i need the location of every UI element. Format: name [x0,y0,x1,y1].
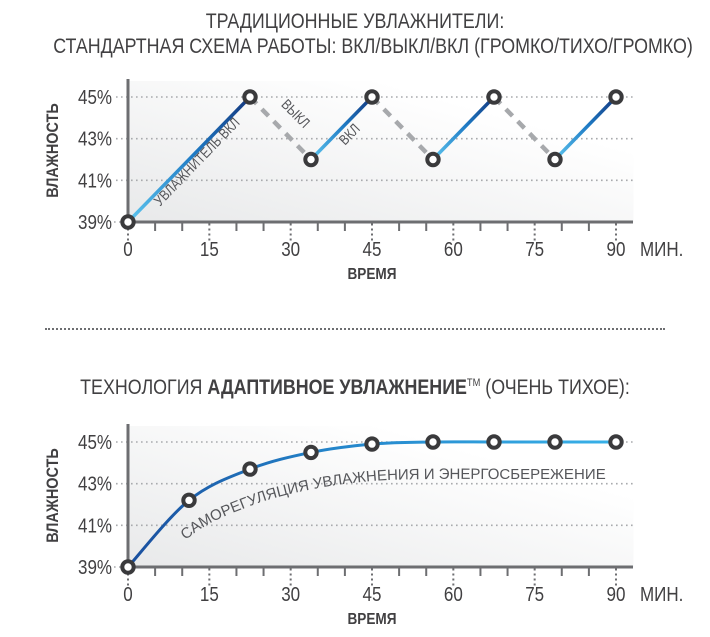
plot-area [129,426,634,567]
adaptive-humidifier-chart: 39% 41% 43% 45% 0 15 30 45 60 75 90 МИН. ВРЕМЯ ВЛАЖНО… [44,424,683,628]
x-tick-label: 75 [525,583,544,606]
humidifier-on-segment [553,95,618,161]
x-tick-label: 30 [281,238,300,261]
x-tick-label: 60 [444,583,463,606]
y-tick-label: 43% [78,127,112,150]
x-tick-label: 15 [200,238,219,261]
y-tick-label: 41% [78,169,112,192]
data-point-marker [364,89,380,105]
x-tick-label: 45 [363,583,382,606]
x-tick-label: 60 [444,238,463,261]
title-line: ТЕХНОЛОГИЯ АДАПТИВНОЕ УВЛАЖНЕНИЕТМ (ОЧЕН… [53,371,657,400]
data-point-marker [364,436,380,452]
dotted-divider [45,328,665,330]
title-line-1: ТРАДИЦИОННЫЕ УВЛАЖНИТЕЛИ: [205,10,505,33]
x-axis-unit: МИН. [640,583,683,606]
title-line-2: СТАНДАРТНАЯ СХЕМА РАБОТЫ: ВКЛ/ВЫКЛ/ВКЛ (… [53,35,693,58]
humidifier-off-segment [492,95,557,162]
humidifier-on-segment [431,95,496,161]
x-axis-title: ВРЕМЯ [347,266,396,283]
title-prefix: ТЕХНОЛОГИЯ [80,376,208,399]
data-point-marker [425,434,441,450]
x-tick-label: 30 [281,583,300,606]
data-point-marker [425,151,441,168]
y-tick-label: 43% [78,472,112,495]
y-tick-label: 45% [78,431,112,454]
data-point-marker [303,151,319,168]
y-axis-title: ВЛАЖНОСТЬ [44,448,62,543]
x-axis-title: ВРЕМЯ [347,611,396,628]
data-point-marker [181,492,197,509]
data-point-marker [486,89,502,105]
x-tick-label: 75 [525,238,544,261]
x-tick-label: 0 [123,583,132,606]
x-tick-label: 90 [607,583,626,606]
humidifier-off-segment [370,95,435,162]
title-brand: АДАПТИВНОЕ УВЛАЖНЕНИЕ [207,376,467,399]
x-tick-label: 90 [607,238,626,261]
data-point-marker [120,559,136,575]
data-point-marker [547,434,563,450]
traditional-chart-title: ТРАДИЦИОННЫЕ УВЛАЖНИТЕЛИ: СТАНДАРТНАЯ СХ… [0,9,710,59]
data-point-marker [242,461,258,477]
traditional-humidifier-chart: 39% 41% 43% 45% 0 15 30 45 60 75 90 МИН. ВРЕМЯ ВЛАЖНО… [44,79,683,283]
title-suffix: (ОЧЕНЬ ТИХОЕ): [480,376,630,399]
y-axis-title: ВЛАЖНОСТЬ [44,103,62,198]
y-tick-label: 41% [78,514,112,537]
data-point-marker [120,214,136,230]
trademark-mark: ТМ [466,377,481,389]
data-point-marker [486,434,502,450]
y-tick-label: 39% [78,211,112,234]
data-point-marker [242,89,258,105]
adaptive-chart-title: ТЕХНОЛОГИЯ АДАПТИВНОЕ УВЛАЖНЕНИЕТМ (ОЧЕН… [0,371,710,400]
x-axis-unit: МИН. [640,238,683,261]
x-tick-label: 15 [200,583,219,606]
x-tick-label: 45 [363,238,382,261]
y-tick-label: 45% [78,86,112,109]
x-tick-label: 0 [123,238,132,261]
humidifier-off-segment [248,95,313,162]
plot-area [129,81,634,222]
humidifier-on-segment [309,95,374,161]
data-point-marker [608,89,624,105]
humidifier-on-segment [126,95,252,224]
data-point-marker [608,434,624,450]
y-tick-label: 39% [78,556,112,579]
data-point-marker [547,151,563,168]
data-point-marker [303,444,319,461]
